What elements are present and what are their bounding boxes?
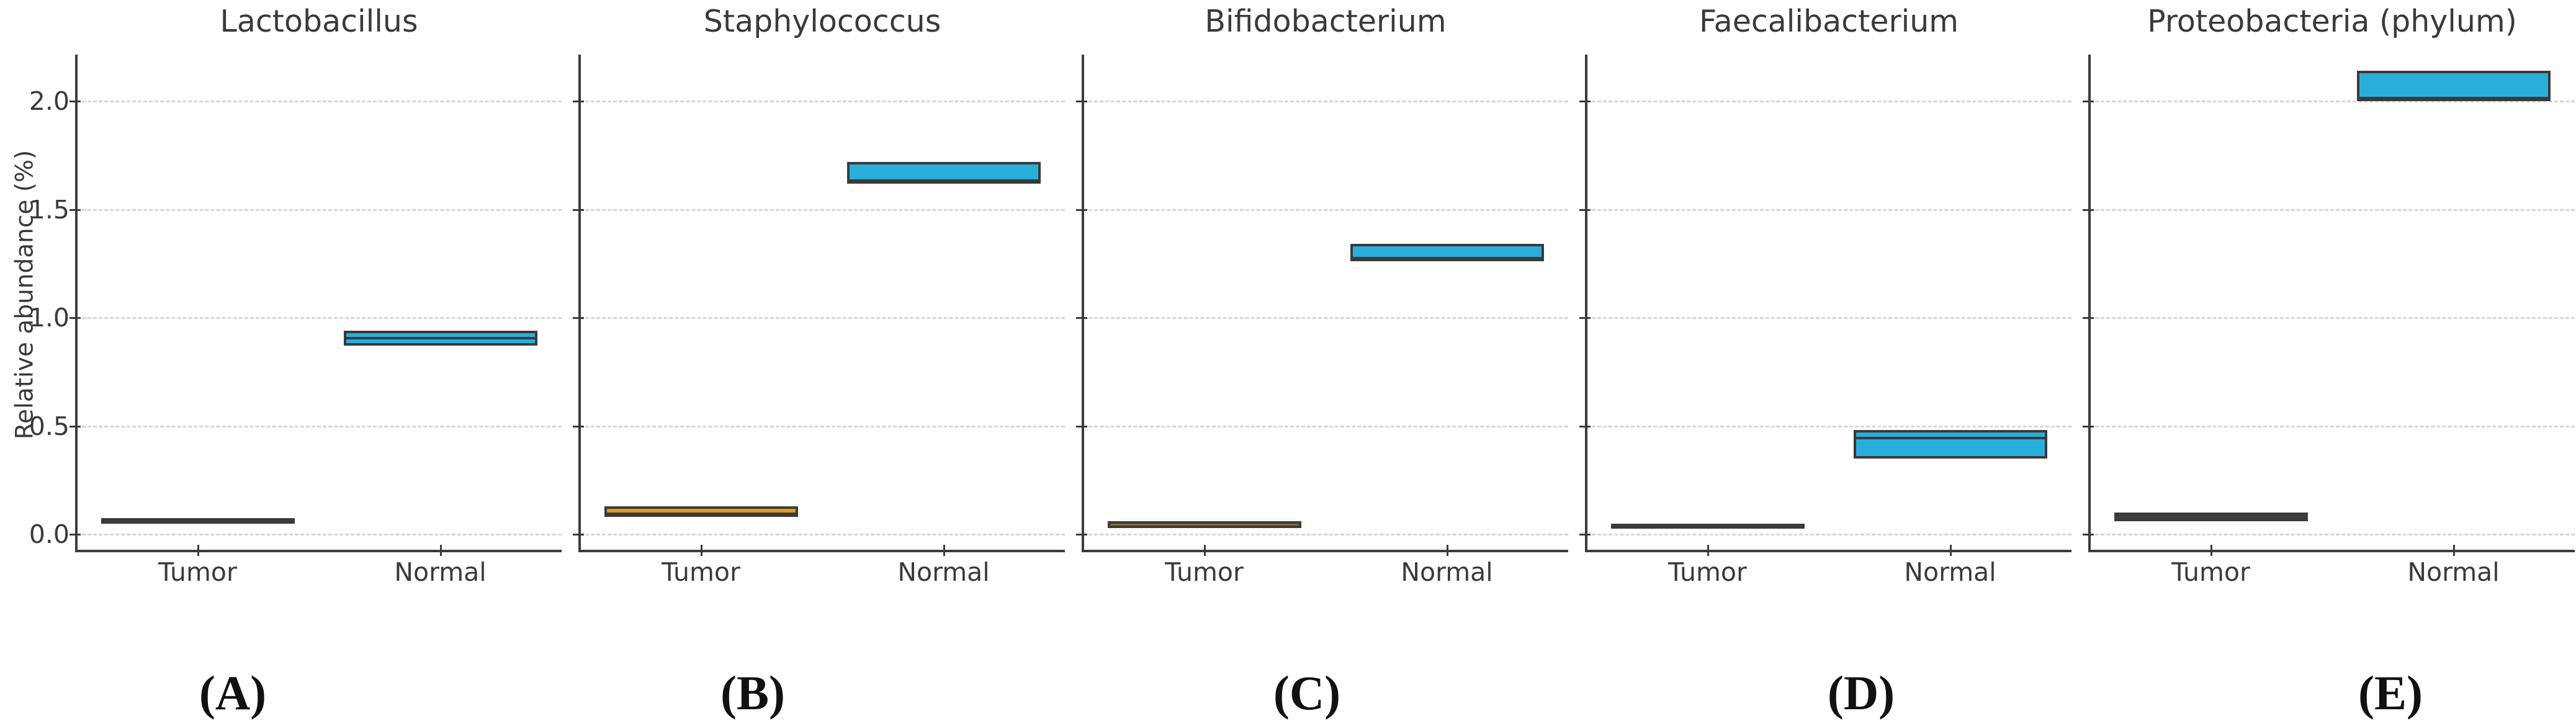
gridline — [1083, 425, 1568, 428]
panel-letter: (E) — [2358, 666, 2423, 720]
gridline — [76, 317, 562, 319]
gridline — [580, 317, 1065, 319]
x-tick-mark — [943, 545, 945, 556]
gridline — [1586, 534, 2071, 536]
bottom-spine — [1082, 550, 1568, 552]
median-line — [606, 513, 796, 516]
box-tumor — [101, 518, 295, 524]
gridline — [1586, 317, 2071, 319]
box-normal — [1350, 244, 1544, 262]
x-tick-mark — [1707, 545, 1709, 556]
left-spine — [1082, 55, 1084, 552]
box-normal — [846, 161, 1041, 184]
y-tick-label: 0.0 — [29, 519, 70, 549]
gridline — [76, 101, 562, 102]
left-spine — [2088, 55, 2091, 552]
median-line — [849, 179, 1038, 182]
x-tick-mark — [700, 545, 702, 556]
y-tick-label: 2.0 — [29, 86, 70, 116]
x-tick-label: Normal — [1904, 557, 1996, 587]
box-tumor — [604, 506, 798, 518]
gridline — [2089, 208, 2575, 211]
gridline — [580, 425, 1065, 428]
box-normal — [1853, 430, 2047, 459]
gridline — [1083, 208, 1568, 211]
gridline — [2089, 317, 2575, 319]
x-tick-mark — [1949, 545, 1952, 556]
x-tick-label: Tumor — [1668, 557, 1747, 587]
x-tick-label: Normal — [1401, 557, 1493, 587]
median-line — [1856, 436, 2045, 439]
x-tick-mark — [439, 545, 442, 556]
gridline — [580, 101, 1065, 102]
x-tick-label: Normal — [2407, 557, 2500, 587]
gridline — [76, 208, 562, 211]
box-tumor — [2114, 513, 2308, 522]
panel-title: Bifidobacterium — [1205, 4, 1447, 39]
y-axis-label: Relative abundance (%) — [11, 150, 39, 440]
x-tick-mark — [1446, 545, 1448, 556]
median-line — [1352, 257, 1542, 260]
x-tick-label: Tumor — [662, 557, 740, 587]
gridline — [1586, 101, 2071, 102]
x-tick-label: Normal — [897, 557, 990, 587]
gridline — [2089, 425, 2575, 428]
panel-letter: (C) — [1273, 666, 1341, 720]
gridline — [76, 425, 562, 428]
gridline — [1083, 101, 1568, 102]
panel-title: Lactobacillus — [220, 4, 418, 39]
y-tick-label: 1.5 — [29, 194, 70, 225]
x-tick-mark — [2453, 545, 2455, 556]
x-tick-mark — [2210, 545, 2212, 556]
box-tumor — [1610, 523, 1805, 529]
bottom-spine — [75, 550, 562, 552]
x-tick-mark — [197, 545, 199, 556]
panel-title: Staphylococcus — [703, 4, 941, 39]
bottom-spine — [2088, 550, 2575, 552]
gridline — [580, 208, 1065, 211]
gridline — [1586, 425, 2071, 428]
gridline — [1586, 208, 2071, 211]
y-tick-label: 1.0 — [29, 303, 70, 333]
gridline — [1083, 317, 1568, 319]
x-tick-label: Tumor — [1165, 557, 1244, 587]
gridline — [1083, 534, 1568, 536]
bottom-spine — [578, 550, 1065, 552]
box-tumor — [1107, 521, 1301, 528]
median-line — [346, 337, 535, 340]
left-spine — [75, 55, 78, 552]
panel-title: Proteobacteria (phylum) — [2147, 4, 2517, 39]
median-line — [2359, 97, 2548, 99]
box-normal — [2356, 71, 2551, 101]
y-tick-label: 0.5 — [29, 411, 70, 441]
gridline — [2089, 534, 2575, 536]
panel-title: Faecalibacterium — [1699, 4, 1959, 39]
gridline — [580, 534, 1065, 536]
left-spine — [1585, 55, 1587, 552]
x-tick-mark — [1203, 545, 1206, 556]
x-tick-label: Tumor — [2171, 557, 2250, 587]
x-tick-label: Tumor — [158, 557, 237, 587]
panel-letter: (A) — [199, 666, 267, 720]
bottom-spine — [1585, 550, 2071, 552]
panel-letter: (B) — [720, 666, 785, 720]
box-normal — [343, 330, 537, 346]
x-tick-label: Normal — [394, 557, 487, 587]
panel-letter: (D) — [1827, 666, 1895, 720]
left-spine — [578, 55, 581, 552]
gridline — [76, 534, 562, 536]
gridline — [2089, 101, 2575, 102]
